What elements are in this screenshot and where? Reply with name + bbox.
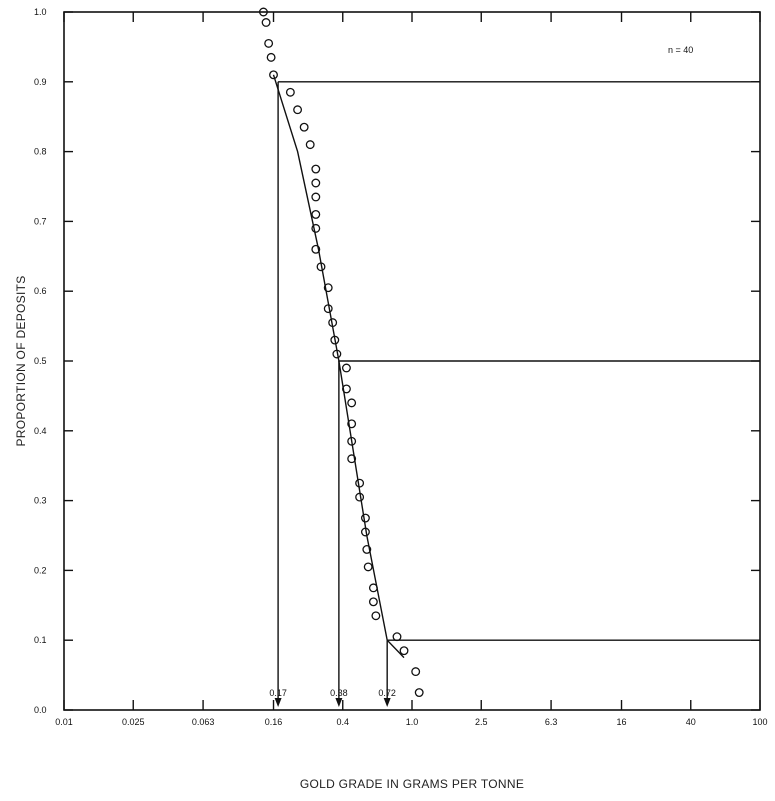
y-tick-label: 0.1: [34, 635, 47, 645]
data-point: [328, 318, 338, 328]
y-tick-label: 0.9: [34, 77, 47, 87]
x-tick-label: 100: [752, 717, 767, 727]
data-point: [399, 646, 409, 656]
x-axis-title: GOLD GRADE IN GRAMS PER TONNE: [300, 777, 524, 791]
data-point: [347, 436, 357, 446]
x-tick-label: 0.16: [265, 717, 283, 727]
x-tick-label: 1.0: [406, 717, 419, 727]
reference-arrowhead: [335, 698, 343, 707]
fitted-curve: [272, 74, 405, 659]
y-tick-label: 0.2: [34, 565, 47, 575]
data-point: [311, 209, 321, 219]
y-tick-label: 0.0: [34, 705, 47, 715]
data-point: [347, 398, 357, 408]
data-point: [264, 38, 274, 48]
reference-value-label: 0.38: [330, 688, 348, 698]
x-axis-ticks: 0.01 0.025 0.063 0.16 0.4 1.0 2.5 6.3 16 40 100: [55, 12, 768, 727]
data-point: [347, 454, 357, 464]
data-point: [368, 583, 378, 593]
data-point: [355, 492, 365, 502]
y-tick-label: 0.4: [34, 426, 47, 436]
y-tick-label: 0.3: [34, 496, 47, 506]
y-axis-title: PROPORTION OF DEPOSITS: [14, 275, 28, 446]
data-point: [363, 562, 373, 572]
data-point: [293, 105, 303, 115]
data-points: [258, 7, 424, 697]
data-point: [311, 244, 321, 254]
data-point: [285, 87, 295, 97]
x-tick-label: 6.3: [545, 717, 558, 727]
data-point: [355, 478, 365, 488]
data-point: [360, 513, 370, 523]
data-point: [311, 192, 321, 202]
reference-value-label: 0.17: [269, 688, 287, 698]
data-point: [341, 363, 351, 373]
data-point: [330, 335, 340, 345]
y-tick-label: 0.5: [34, 356, 47, 366]
data-point: [323, 283, 333, 293]
data-point: [360, 527, 370, 537]
x-tick-label: 2.5: [475, 717, 488, 727]
x-tick-label: 16: [617, 717, 627, 727]
reference-arrowhead: [274, 698, 282, 707]
data-point: [261, 18, 271, 27]
data-point: [411, 667, 421, 677]
y-tick-label: 1.0: [34, 7, 47, 17]
reference-value-label: 0.72: [378, 688, 396, 698]
reference-labels: 0.17 0.38 0.72: [269, 688, 396, 698]
data-point: [311, 178, 321, 188]
data-point: [368, 597, 378, 607]
y-tick-label: 0.8: [34, 147, 47, 157]
data-point: [414, 688, 424, 697]
y-tick-label: 0.6: [34, 286, 47, 296]
data-point: [316, 262, 326, 272]
data-point: [311, 164, 321, 174]
x-tick-label: 40: [686, 717, 696, 727]
sample-size-annotation: n = 40: [668, 45, 693, 55]
x-tick-label: 0.4: [337, 717, 350, 727]
data-point: [371, 611, 381, 621]
data-point: [258, 7, 268, 17]
reference-lines: [274, 81, 760, 707]
data-point: [266, 52, 276, 62]
fit-curve-line: [272, 74, 405, 659]
data-point: [392, 632, 402, 642]
data-point: [347, 419, 357, 429]
data-point: [305, 140, 315, 150]
data-point: [341, 384, 351, 394]
data-point: [299, 122, 309, 132]
data-point: [332, 349, 342, 359]
x-tick-label: 0.01: [55, 717, 73, 727]
data-point: [269, 70, 278, 80]
x-tick-label: 0.063: [192, 717, 215, 727]
y-axis-ticks: 0.0 0.1 0.2 0.3 0.4 0.5 0.6 0.7 0.8 0.9 1.0: [34, 7, 760, 715]
x-tick-label: 0.025: [122, 717, 145, 727]
y-tick-label: 0.7: [34, 216, 47, 226]
data-point: [362, 545, 372, 554]
data-point: [323, 304, 333, 314]
reference-arrowhead: [383, 698, 391, 707]
data-point: [311, 223, 321, 233]
